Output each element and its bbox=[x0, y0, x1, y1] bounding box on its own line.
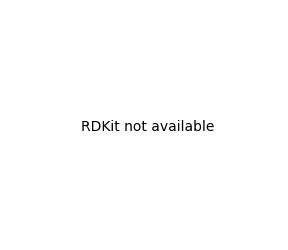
Text: RDKit not available: RDKit not available bbox=[81, 119, 214, 133]
